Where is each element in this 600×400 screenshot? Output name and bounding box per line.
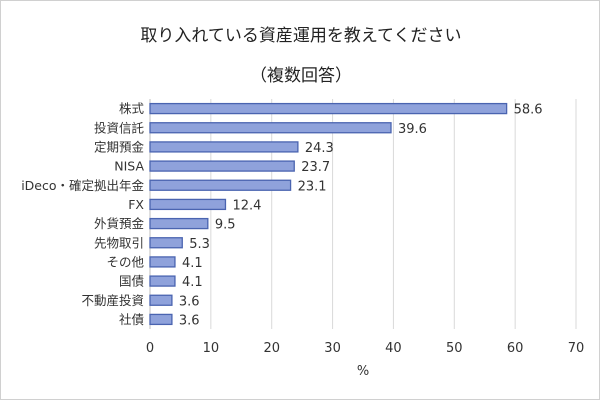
category-label: 定期預金: [94, 139, 145, 154]
bar: [149, 217, 209, 230]
category-label: 投資信託: [94, 120, 145, 135]
x-tick-label: 10: [203, 341, 220, 356]
bar: [149, 141, 299, 153]
category-label: 株式: [119, 101, 145, 116]
bar: [149, 237, 183, 249]
category-label: iDeco・確定拠出年金: [21, 178, 144, 193]
x-axis-label: %: [357, 364, 369, 379]
data-label: 58.6: [514, 103, 543, 118]
bar: [149, 160, 295, 172]
data-label: 9.5: [215, 218, 236, 233]
bar: [149, 102, 508, 115]
data-label: 39.6: [398, 122, 427, 137]
bar: [149, 275, 176, 287]
category-label: その他: [106, 254, 144, 269]
bar: [149, 179, 292, 191]
data-label: 23.7: [301, 160, 330, 175]
category-label: 不動産投資: [81, 293, 144, 308]
category-label: 国債: [119, 274, 144, 289]
bar: [149, 122, 392, 134]
x-tick-label: 20: [263, 341, 280, 356]
x-tick-label: 40: [385, 341, 402, 356]
x-tick-label: 60: [507, 341, 524, 356]
category-label: 社債: [119, 312, 144, 327]
data-label: 4.1: [182, 256, 203, 271]
bar: [149, 198, 227, 211]
data-label: 4.1: [182, 275, 203, 290]
data-label: 3.6: [179, 294, 200, 309]
category-label: 外貨預金: [94, 216, 145, 231]
bar: [149, 294, 173, 306]
chart-subtitle: （複数回答）: [250, 66, 352, 86]
data-label: 12.4: [232, 198, 261, 213]
x-tick-label: 70: [568, 341, 585, 356]
data-label: 23.1: [298, 179, 327, 194]
data-label: 24.3: [305, 141, 334, 156]
category-label: NISA: [114, 159, 144, 174]
bar: [149, 256, 176, 268]
data-label: 5.3: [189, 237, 210, 252]
category-label: FX: [128, 197, 144, 212]
chart-title: 取り入れている資産運用を教えてください: [140, 26, 462, 46]
x-tick-label: 50: [446, 341, 463, 356]
category-label: 先物取引: [94, 235, 144, 250]
x-tick-label: 30: [324, 341, 341, 356]
x-tick-label: 0: [146, 341, 154, 356]
data-label: 3.6: [179, 313, 200, 328]
bar: [149, 313, 173, 326]
